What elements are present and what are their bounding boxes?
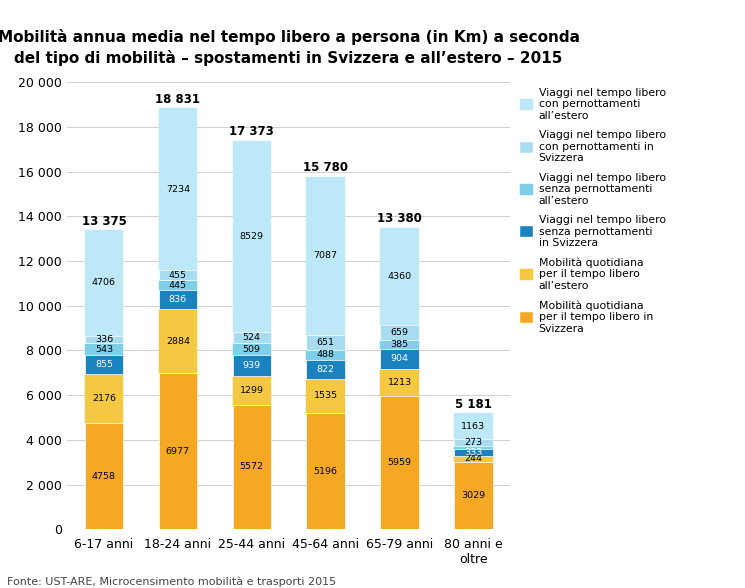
Text: 904: 904 <box>390 355 408 363</box>
Text: 5572: 5572 <box>240 462 264 472</box>
Text: Fonte: UST-ARE, Microcensimento mobilità e trasporti 2015: Fonte: UST-ARE, Microcensimento mobilità… <box>7 577 337 587</box>
Text: 18 831: 18 831 <box>156 93 200 106</box>
Text: 8529: 8529 <box>240 232 264 241</box>
Text: 445: 445 <box>169 280 187 290</box>
Bar <box>454 439 492 446</box>
Text: 543: 543 <box>95 345 113 353</box>
Bar <box>85 355 123 375</box>
Bar <box>232 332 271 343</box>
Text: 488: 488 <box>317 350 335 359</box>
Text: 4758: 4758 <box>92 472 116 480</box>
Text: 333: 333 <box>464 448 483 457</box>
Bar <box>232 355 271 376</box>
Text: 244: 244 <box>464 455 482 463</box>
Bar <box>85 375 123 423</box>
Bar <box>454 413 492 439</box>
Text: 651: 651 <box>317 338 335 347</box>
Bar <box>159 290 197 309</box>
Text: 524: 524 <box>243 333 261 342</box>
Bar <box>380 396 419 529</box>
Text: 1213: 1213 <box>387 378 411 387</box>
Text: 385: 385 <box>390 340 408 349</box>
Text: 2176: 2176 <box>92 394 116 403</box>
Text: 822: 822 <box>317 365 335 374</box>
Bar <box>85 423 123 529</box>
Bar <box>306 335 345 349</box>
Bar <box>232 405 271 529</box>
Text: 4706: 4706 <box>92 279 116 288</box>
Text: 2884: 2884 <box>166 336 190 346</box>
Legend: Viaggi nel tempo libero
con pernottamenti
all’estero, Viaggi nel tempo libero
co: Viaggi nel tempo libero con pernottament… <box>520 88 666 334</box>
Bar <box>159 309 197 373</box>
Bar <box>306 176 345 335</box>
Bar <box>85 230 123 336</box>
Bar <box>306 360 345 379</box>
Text: 1535: 1535 <box>314 392 337 400</box>
Bar <box>159 108 197 270</box>
Text: 659: 659 <box>390 328 408 338</box>
Bar <box>380 340 419 349</box>
Bar <box>454 456 492 462</box>
Text: 4360: 4360 <box>387 272 411 281</box>
Bar <box>306 413 345 529</box>
Text: 939: 939 <box>243 360 261 370</box>
Text: 509: 509 <box>243 345 261 353</box>
Bar <box>232 141 271 332</box>
Bar <box>454 449 492 456</box>
Text: 3029: 3029 <box>461 491 486 500</box>
Text: 336: 336 <box>95 335 113 344</box>
Bar <box>159 270 197 280</box>
Bar <box>85 343 123 355</box>
Text: 1163: 1163 <box>461 422 486 431</box>
Text: 836: 836 <box>169 295 187 304</box>
Title: Mobilità annua media nel tempo libero a persona (in Km) a seconda
del tipo di mo: Mobilità annua media nel tempo libero a … <box>0 29 580 66</box>
Bar <box>380 228 419 325</box>
Bar <box>232 376 271 405</box>
Text: 6977: 6977 <box>166 447 190 456</box>
Text: 17 373: 17 373 <box>229 125 274 138</box>
Bar <box>306 349 345 360</box>
Text: 7234: 7234 <box>166 185 190 194</box>
Bar <box>306 379 345 413</box>
Text: 455: 455 <box>169 270 187 280</box>
Text: 7087: 7087 <box>314 251 337 260</box>
Text: 5196: 5196 <box>314 467 337 476</box>
Text: 273: 273 <box>464 438 483 447</box>
Bar <box>454 462 492 529</box>
Bar <box>85 336 123 343</box>
Text: 5 181: 5 181 <box>455 397 492 411</box>
Text: 1299: 1299 <box>240 386 264 395</box>
Bar <box>380 325 419 340</box>
Bar <box>380 369 419 396</box>
Bar <box>159 373 197 529</box>
Text: 13 375: 13 375 <box>81 215 127 228</box>
Text: 855: 855 <box>95 360 113 369</box>
Text: 5959: 5959 <box>387 458 411 467</box>
Text: 13 380: 13 380 <box>377 212 422 225</box>
Bar <box>232 343 271 355</box>
Bar <box>159 280 197 290</box>
Bar <box>380 349 419 369</box>
Text: 15 780: 15 780 <box>303 161 348 174</box>
Bar <box>454 446 492 449</box>
